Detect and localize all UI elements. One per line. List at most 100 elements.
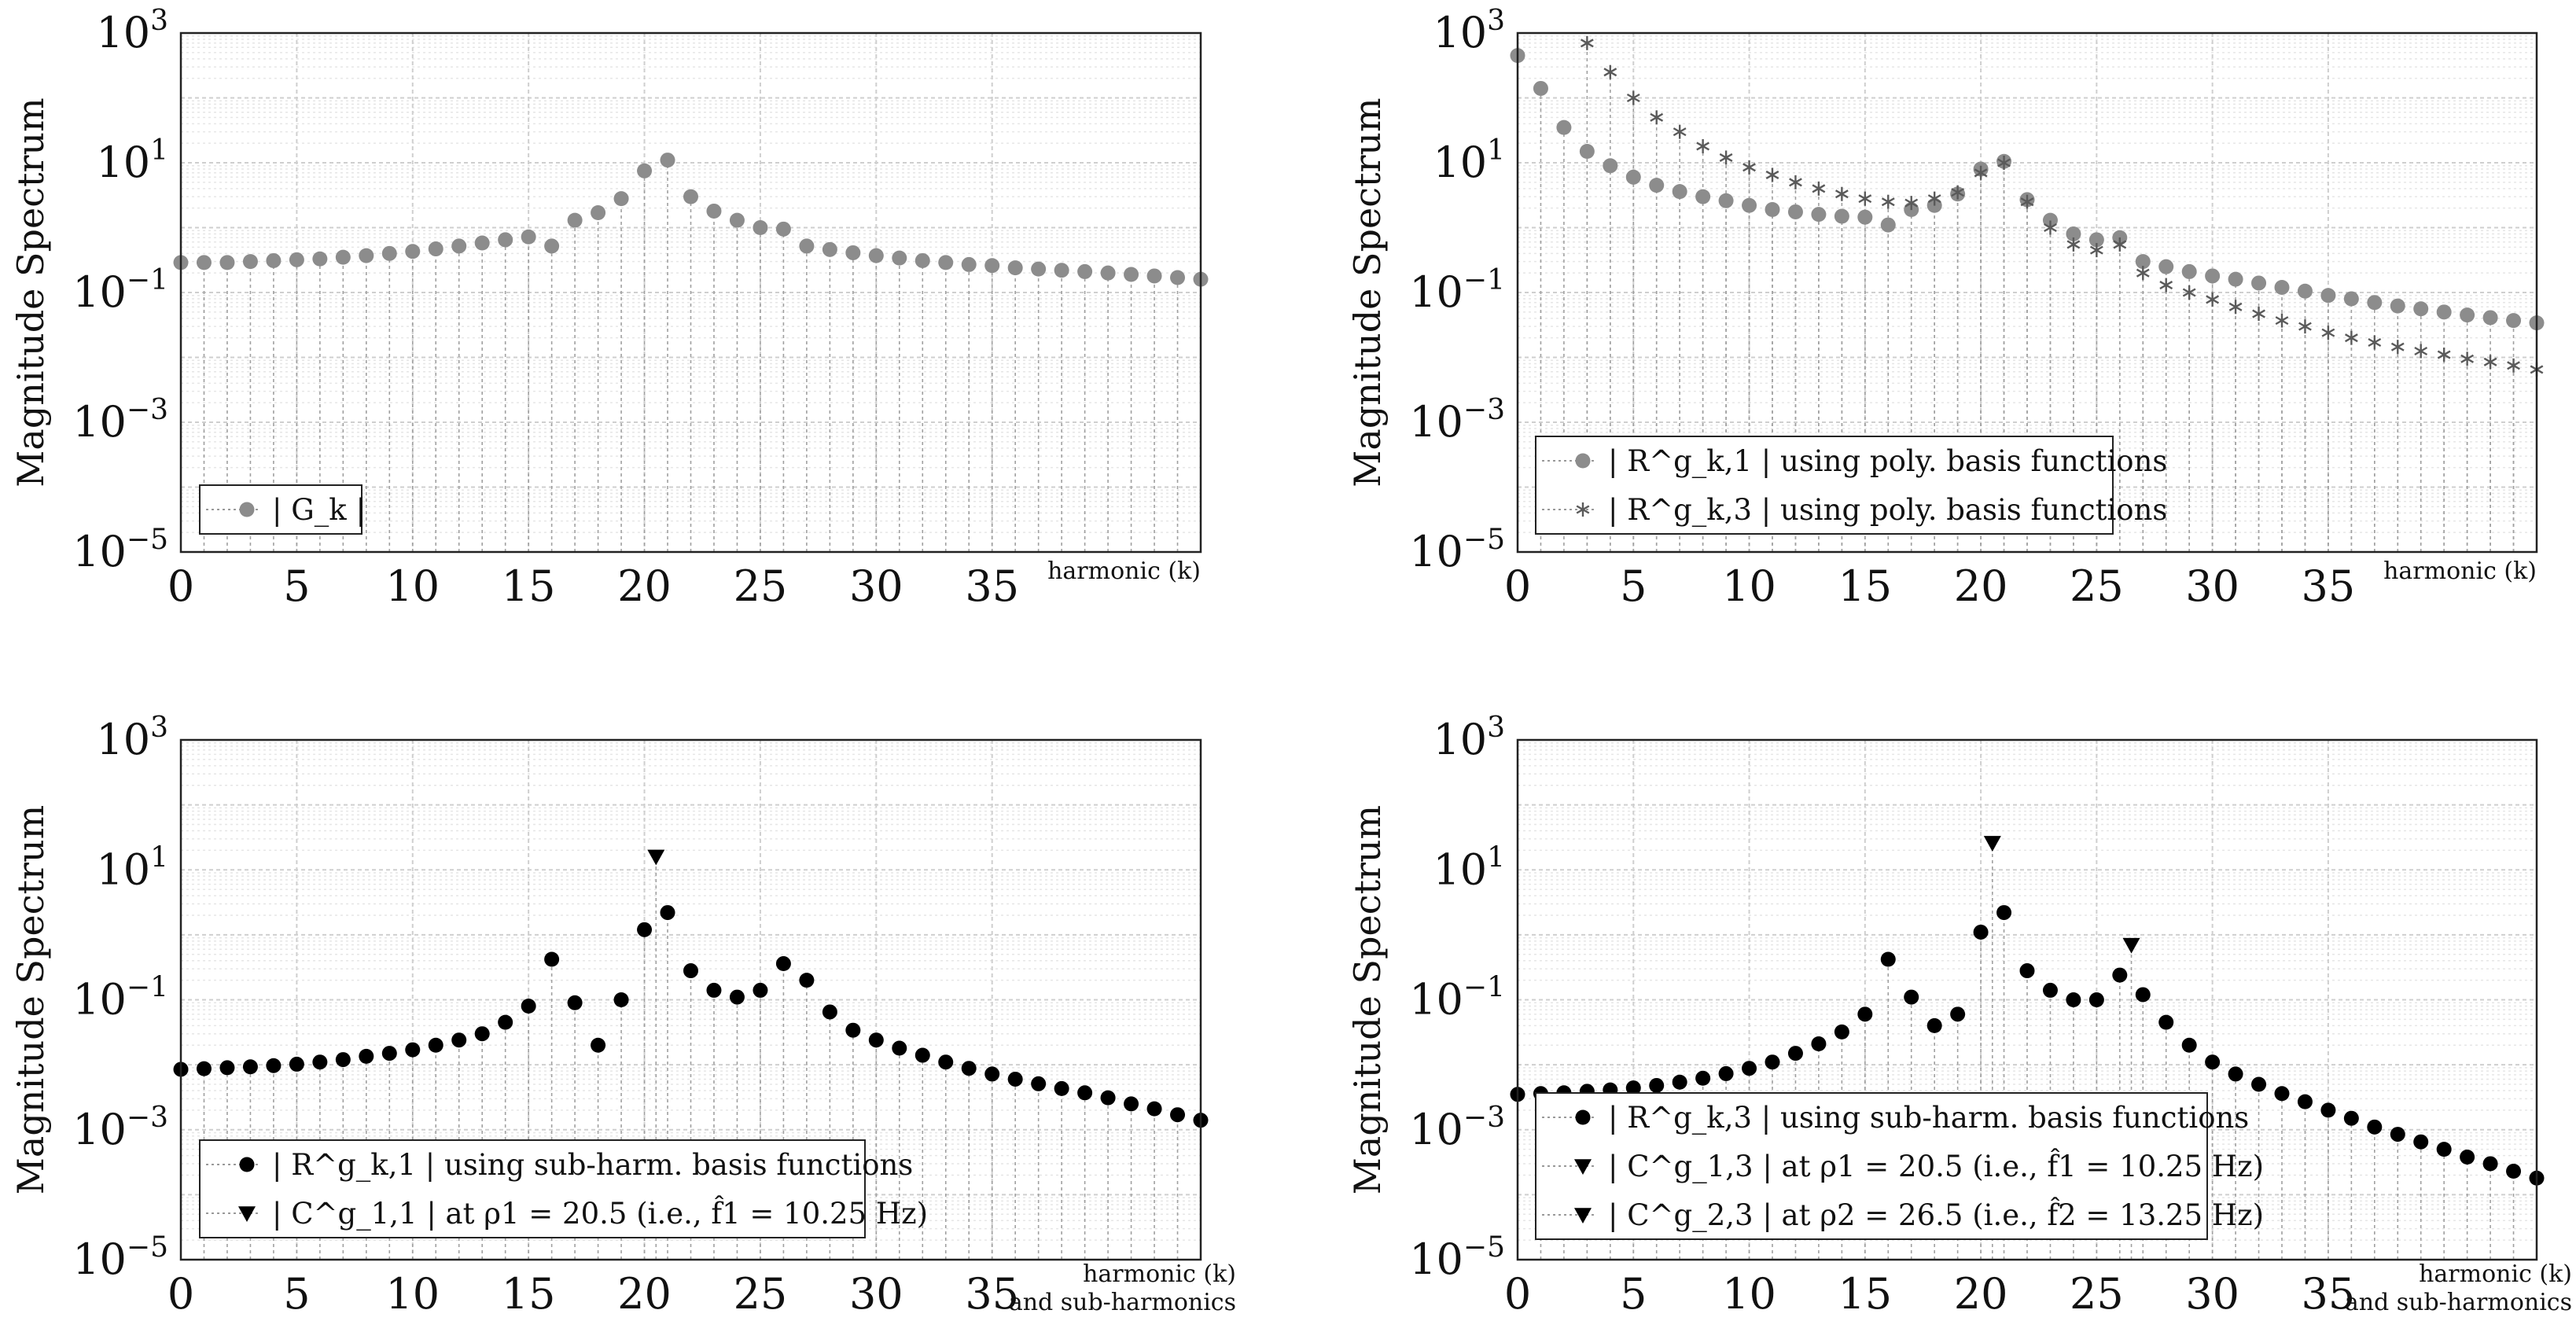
- y-tick-label: 10−1: [72, 972, 168, 1025]
- x-axis-label: and sub-harmonics: [2345, 1289, 2572, 1316]
- data-point: [451, 1032, 467, 1048]
- data-point: [2507, 358, 2520, 373]
- data-point: [1579, 143, 1595, 159]
- data-point: [242, 1059, 258, 1075]
- data-point: [2320, 1102, 2336, 1118]
- data-point: [1742, 160, 1756, 175]
- data-point: [2436, 304, 2452, 320]
- y-tick-label: 10−3: [1409, 1102, 1505, 1154]
- series-0: [173, 905, 1209, 1128]
- x-tick-label: 25: [2070, 561, 2124, 611]
- data-point: [2390, 340, 2405, 355]
- data-point: [1054, 263, 1069, 278]
- y-tick-label: 10−5: [72, 524, 168, 576]
- data-point: [2135, 254, 2151, 270]
- data-point: [2437, 348, 2451, 362]
- series-2: [2122, 937, 2140, 954]
- legend-entry: | C^g_2,3 | at ρ2 = 26.5 (i.e., f̂2 = 13…: [1608, 1197, 2264, 1233]
- data-point: [2368, 335, 2382, 350]
- data-point: [544, 951, 560, 967]
- data-point: [1811, 207, 1827, 223]
- data-point: [335, 249, 351, 265]
- x-tick-label: 20: [1954, 561, 2008, 611]
- data-point: [2274, 1086, 2290, 1102]
- y-axis-label: Magnitude Spectrum: [1346, 805, 1389, 1194]
- data-point: [2158, 1014, 2174, 1030]
- data-point: [1146, 1101, 1162, 1117]
- data-point: [2159, 278, 2173, 293]
- data-point: [822, 241, 837, 257]
- data-point: [892, 1040, 907, 1056]
- data-point: [2066, 237, 2081, 252]
- x-tick-label: 25: [734, 1269, 788, 1319]
- x-axis-label: and sub-harmonics: [1009, 1289, 1236, 1316]
- x-tick-label: 15: [502, 1269, 556, 1319]
- data-point: [2206, 292, 2220, 307]
- data-point: [1881, 194, 1895, 209]
- data-point: [2044, 220, 2057, 235]
- data-point: [2275, 313, 2289, 328]
- data-point: [613, 191, 629, 207]
- data-point: [637, 922, 653, 937]
- y-tick-label: 10−3: [72, 1102, 168, 1154]
- legend-marker: [238, 1206, 256, 1222]
- data-point: [289, 1056, 304, 1072]
- data-point: [2019, 963, 2035, 979]
- legend-entry: | C^g_1,1 | at ρ1 = 20.5 (i.e., f̂1 = 10…: [272, 1195, 928, 1231]
- legend: | G_k |: [199, 484, 366, 535]
- data-point: [1880, 951, 1896, 967]
- data-point: [1672, 184, 1687, 200]
- x-tick-label: 15: [502, 561, 556, 611]
- data-point: [1054, 1080, 1069, 1096]
- legend-marker: [1575, 453, 1591, 469]
- data-point: [1650, 110, 1664, 125]
- data-point: [289, 252, 304, 267]
- data-point: [683, 963, 698, 979]
- data-point: [1124, 267, 1139, 282]
- data-point: [2413, 301, 2429, 317]
- data-point: [474, 1026, 490, 1042]
- x-tick-label: 20: [1954, 1269, 2008, 1319]
- data-point: [2460, 1149, 2475, 1165]
- chart-panel-top-right: 0 5 10 15 20 25 30 35 10−5 10−3 10−1 101 103 Magnitud…: [1346, 5, 2545, 611]
- data-point: [1765, 167, 1779, 182]
- axes-frame: [1516, 31, 2538, 554]
- data-point: [775, 221, 791, 237]
- x-axis-label: harmonic (k): [1047, 557, 1201, 585]
- data-point: [2482, 1156, 2498, 1172]
- data-point: [1787, 204, 1803, 219]
- data-point: [2274, 279, 2290, 295]
- data-point: [1007, 1071, 1023, 1087]
- x-tick-label: 30: [2185, 561, 2239, 611]
- data-point: [498, 1014, 513, 1030]
- data-point: [1124, 1096, 1139, 1112]
- x-tick-label: 30: [849, 1269, 903, 1319]
- legend-entry: | R^g_k,1 | using sub-harm. basis functi…: [272, 1148, 913, 1183]
- data-point: [1695, 189, 1711, 204]
- x-tick-label: 10: [1722, 561, 1776, 611]
- legend-marker: [239, 502, 255, 517]
- data-point: [2297, 283, 2313, 299]
- data-point: [359, 1048, 374, 1064]
- y-tick-label: 103: [1433, 712, 1505, 764]
- data-point: [2367, 1119, 2383, 1135]
- data-point: [613, 992, 629, 1007]
- y-tick-label: 10−1: [1409, 972, 1505, 1025]
- data-point: [266, 252, 282, 268]
- data-point: [1625, 169, 1641, 185]
- data-point: [647, 849, 665, 866]
- data-point: [938, 1054, 954, 1070]
- data-point: [1996, 905, 2012, 921]
- series-0: [1510, 48, 2545, 331]
- data-point: [1974, 165, 1988, 180]
- data-point: [2297, 1094, 2313, 1109]
- data-point: [729, 212, 745, 228]
- data-point: [914, 1047, 930, 1063]
- data-point: [1742, 1061, 1757, 1076]
- data-point: [567, 212, 583, 228]
- data-point: [2390, 298, 2405, 314]
- data-point: [2042, 982, 2058, 998]
- data-point: [2182, 285, 2196, 300]
- data-point: [521, 229, 536, 245]
- grid: [1517, 739, 2537, 1260]
